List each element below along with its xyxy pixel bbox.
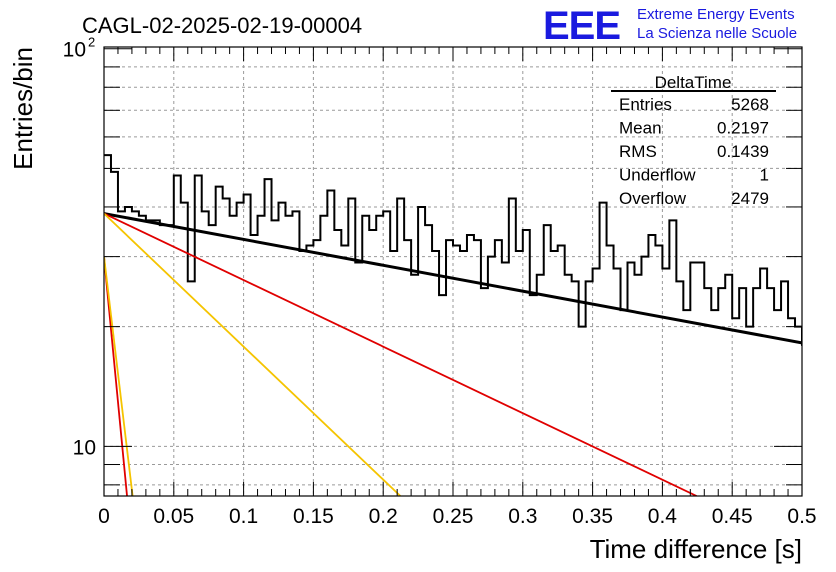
stats-box-title: DeltaTime — [655, 73, 732, 92]
stats-value: 1 — [760, 166, 769, 185]
stats-label: Mean — [619, 119, 662, 138]
fast-component-red — [104, 256, 128, 496]
x-tick-label: 0.2 — [369, 505, 398, 528]
x-tick-label: 0.5 — [787, 505, 816, 528]
y-axis-label: Entries/bin — [8, 47, 38, 170]
stats-label: Underflow — [619, 166, 696, 185]
stats-label: Entries — [619, 95, 672, 114]
eee-logo: EEE — [543, 4, 620, 48]
logo-line-1: Extreme Energy Events — [637, 6, 795, 23]
x-tick-label: 0.4 — [648, 505, 678, 528]
stats-value: 0.1439 — [717, 142, 769, 161]
x-tick-label: 0.1 — [229, 505, 258, 528]
x-tick-label: 0.35 — [572, 505, 613, 528]
y-tick-exponent: 2 — [88, 35, 95, 50]
x-axis-label: Time difference [s] — [590, 534, 802, 564]
y-tick-label: 10 — [63, 39, 86, 62]
x-tick-label: 0.25 — [433, 505, 474, 528]
stats-box: DeltaTime Entries 5268 Mean 0.2197 RMS 0.1439… — [611, 73, 776, 208]
stats-label: Overflow — [619, 189, 687, 208]
slow-component-yellow — [104, 212, 401, 496]
logo-line-2: La Scienza nelle Scuole — [637, 25, 797, 42]
x-tick-label: 0.45 — [712, 505, 753, 528]
histogram-steps — [104, 154, 802, 346]
grid — [104, 47, 802, 496]
y-tick-label: 10 — [73, 436, 96, 459]
fit-curves — [104, 212, 802, 496]
axis-ticks: 0 0.05 0.1 0.15 0.2 0.25 0.3 0.35 0.4 0.45 0.51010… — [63, 35, 817, 528]
stats-value: 5268 — [731, 95, 769, 114]
run-title: CAGL-02-2025-02-19-00004 — [82, 13, 362, 38]
slow-component-red — [104, 212, 697, 496]
total-fit-line — [104, 212, 802, 345]
stats-value: 0.2197 — [717, 119, 769, 138]
stats-value: 2479 — [731, 189, 769, 208]
x-tick-label: 0.15 — [293, 505, 334, 528]
stats-label: RMS — [619, 142, 657, 161]
fast-component-yellow — [104, 256, 134, 496]
x-tick-label: 0.3 — [508, 505, 537, 528]
x-tick-label: 0 — [98, 505, 110, 528]
x-tick-label: 0.05 — [153, 505, 194, 528]
histogram — [104, 154, 802, 346]
